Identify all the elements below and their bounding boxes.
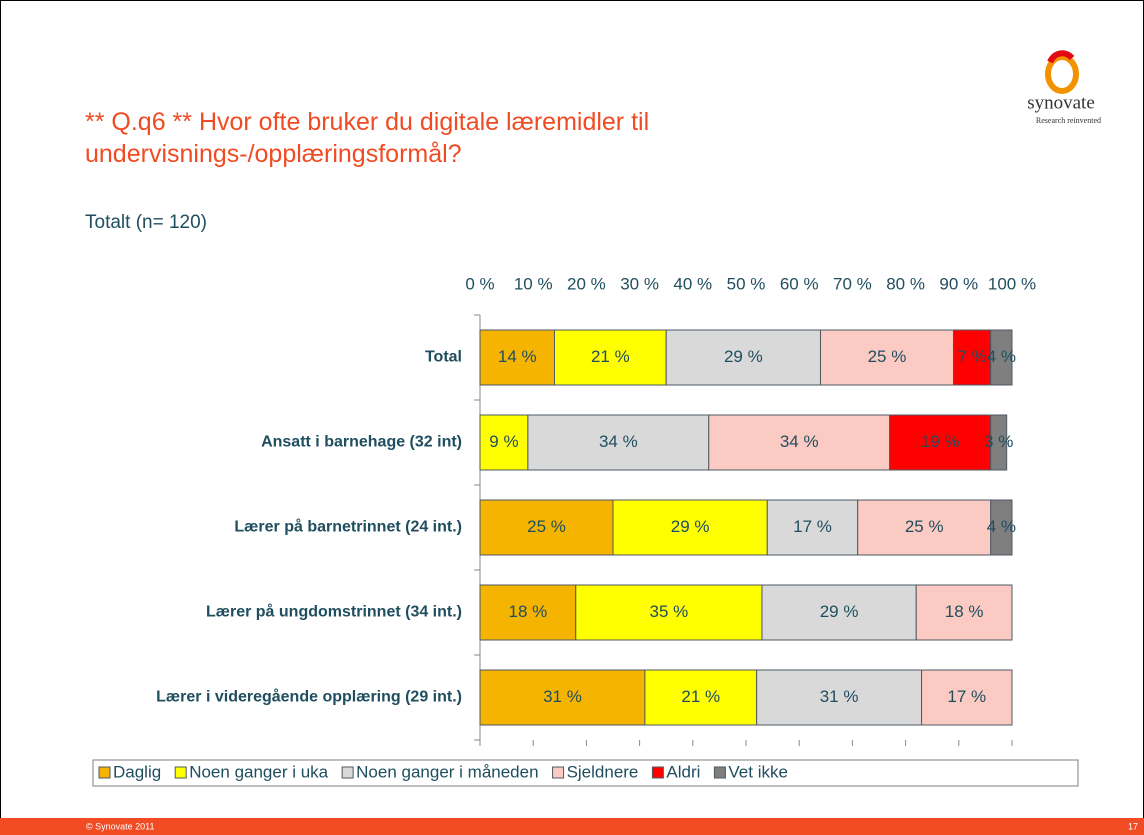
- bar-segment: [990, 329, 1013, 386]
- logo-ring: [1045, 54, 1079, 94]
- x-tick-label: 20 %: [567, 274, 606, 293]
- y-tick-label: Lærer på barnetrinnet (24 int.): [234, 518, 462, 536]
- y-tick-label: Total: [425, 349, 462, 366]
- data-label: 17 %: [793, 517, 832, 536]
- bar-segment: [479, 329, 555, 386]
- bar-segment: [761, 584, 917, 641]
- legend-swatch: [174, 766, 187, 779]
- bar-segment: [553, 329, 667, 386]
- x-tick-label: 60 %: [780, 274, 819, 293]
- data-label: 21 %: [591, 347, 630, 366]
- bar-segment: [644, 669, 758, 726]
- bar-segment: [889, 414, 992, 471]
- logo-name: synovate: [1027, 92, 1095, 113]
- data-label: 29 %: [820, 602, 859, 621]
- legend-label: Noen ganger i måneden: [356, 762, 538, 781]
- data-label: 18 %: [509, 602, 548, 621]
- bar-segment: [479, 414, 529, 471]
- data-label: 25 %: [527, 517, 566, 536]
- data-label: 17 %: [947, 687, 986, 706]
- bar-segment: [665, 329, 821, 386]
- bar-segment: [527, 414, 710, 471]
- data-label: 7 %: [957, 347, 986, 366]
- data-label: 35 %: [649, 602, 688, 621]
- x-tick-label: 30 %: [620, 274, 659, 293]
- data-label: 34 %: [599, 432, 638, 451]
- bar-segment: [575, 584, 763, 641]
- footer-bar: [0, 818, 1144, 835]
- y-tick-label: Ansatt i barnehage (32 int): [261, 434, 462, 451]
- legend-box: [92, 759, 1079, 787]
- footer-page: 17: [1128, 821, 1138, 831]
- bar-segment: [479, 669, 646, 726]
- data-label: 4 %: [987, 517, 1016, 536]
- y-tick-label: Lærer i videregående opplæring (29 int.): [156, 688, 462, 706]
- chart-title: ** Q.q6 ** Hvor ofte bruker du digitale …: [85, 108, 650, 168]
- x-tick-label: 0 %: [465, 274, 494, 293]
- bar-segment: [915, 584, 1013, 641]
- bar-segment: [990, 414, 1008, 471]
- data-label: 29 %: [671, 517, 710, 536]
- bar-segment: [921, 669, 1013, 726]
- data-label: 18 %: [945, 602, 984, 621]
- x-tick-label: 100 %: [988, 274, 1036, 293]
- legend-swatch: [552, 766, 565, 779]
- data-label: 31 %: [820, 687, 859, 706]
- bar-segment: [479, 499, 614, 556]
- bar-segment: [479, 584, 577, 641]
- x-tick-label: 70 %: [833, 274, 872, 293]
- bar-segment: [612, 499, 768, 556]
- logo-tagline: Research reinvented: [1036, 116, 1101, 125]
- chart-subtitle: Totalt (n= 120): [85, 212, 207, 233]
- bar-segment: [990, 499, 1013, 556]
- data-label: 3 %: [984, 432, 1013, 451]
- legend-swatch: [713, 766, 726, 779]
- data-label: 19 %: [921, 432, 960, 451]
- legend-label: Vet ikke: [728, 762, 788, 781]
- legend-label: Daglig: [113, 762, 161, 781]
- y-tick-label: Lærer på ungdomstrinnet (34 int.): [206, 603, 462, 621]
- data-label: 14 %: [498, 347, 537, 366]
- data-label: 4 %: [987, 347, 1016, 366]
- bar-segment: [952, 329, 992, 386]
- bar-segment: [708, 414, 891, 471]
- bar-segment: [819, 329, 954, 386]
- x-tick-label: 50 %: [727, 274, 766, 293]
- x-tick-label: 10 %: [514, 274, 553, 293]
- x-tick-label: 90 %: [939, 274, 978, 293]
- x-tick-label: 40 %: [673, 274, 712, 293]
- data-label: 21 %: [681, 687, 720, 706]
- legend-swatch: [651, 766, 664, 779]
- legend-swatch: [98, 766, 111, 779]
- data-label: 25 %: [905, 517, 944, 536]
- data-label: 9 %: [489, 432, 518, 451]
- data-label: 31 %: [543, 687, 582, 706]
- bar-segment: [756, 669, 923, 726]
- legend-label: Noen ganger i uka: [189, 762, 328, 781]
- data-label: 29 %: [724, 347, 763, 366]
- x-tick-label: 80 %: [886, 274, 925, 293]
- legend-label: Sjeldnere: [567, 762, 639, 781]
- footer-copyright: © Synovate 2011: [86, 821, 155, 831]
- data-label: 25 %: [868, 347, 907, 366]
- legend-swatch: [341, 766, 354, 779]
- data-label: 34 %: [780, 432, 819, 451]
- legend-label: Aldri: [666, 762, 700, 781]
- logo-accent: [1047, 50, 1075, 64]
